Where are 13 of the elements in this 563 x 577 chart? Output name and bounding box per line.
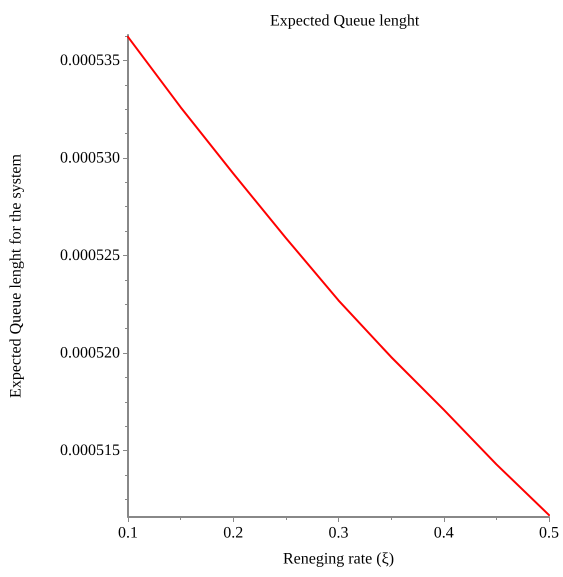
x-axis-title: Reneging rate (ξ) [282,550,394,568]
y-tick-label: 0.000530 [60,149,120,166]
y-tick-label: 0.000515 [60,442,120,460]
chart-title: Expected Queue lenght [270,12,420,30]
x-tick-label: 0.5 [539,524,559,542]
y-axis-title: Expected Queue lenght for the system [8,153,24,398]
x-tick-label: 0.2 [223,524,244,542]
x-tick-label: 0.1 [118,524,138,542]
y-tick-label: 0.000520 [60,344,120,362]
y-tick-label: 0.000525 [60,247,120,264]
x-tick-label: 0.4 [434,524,454,542]
y-tick-label: 0.000535 [60,52,120,69]
x-tick-label: 0.3 [328,524,348,542]
